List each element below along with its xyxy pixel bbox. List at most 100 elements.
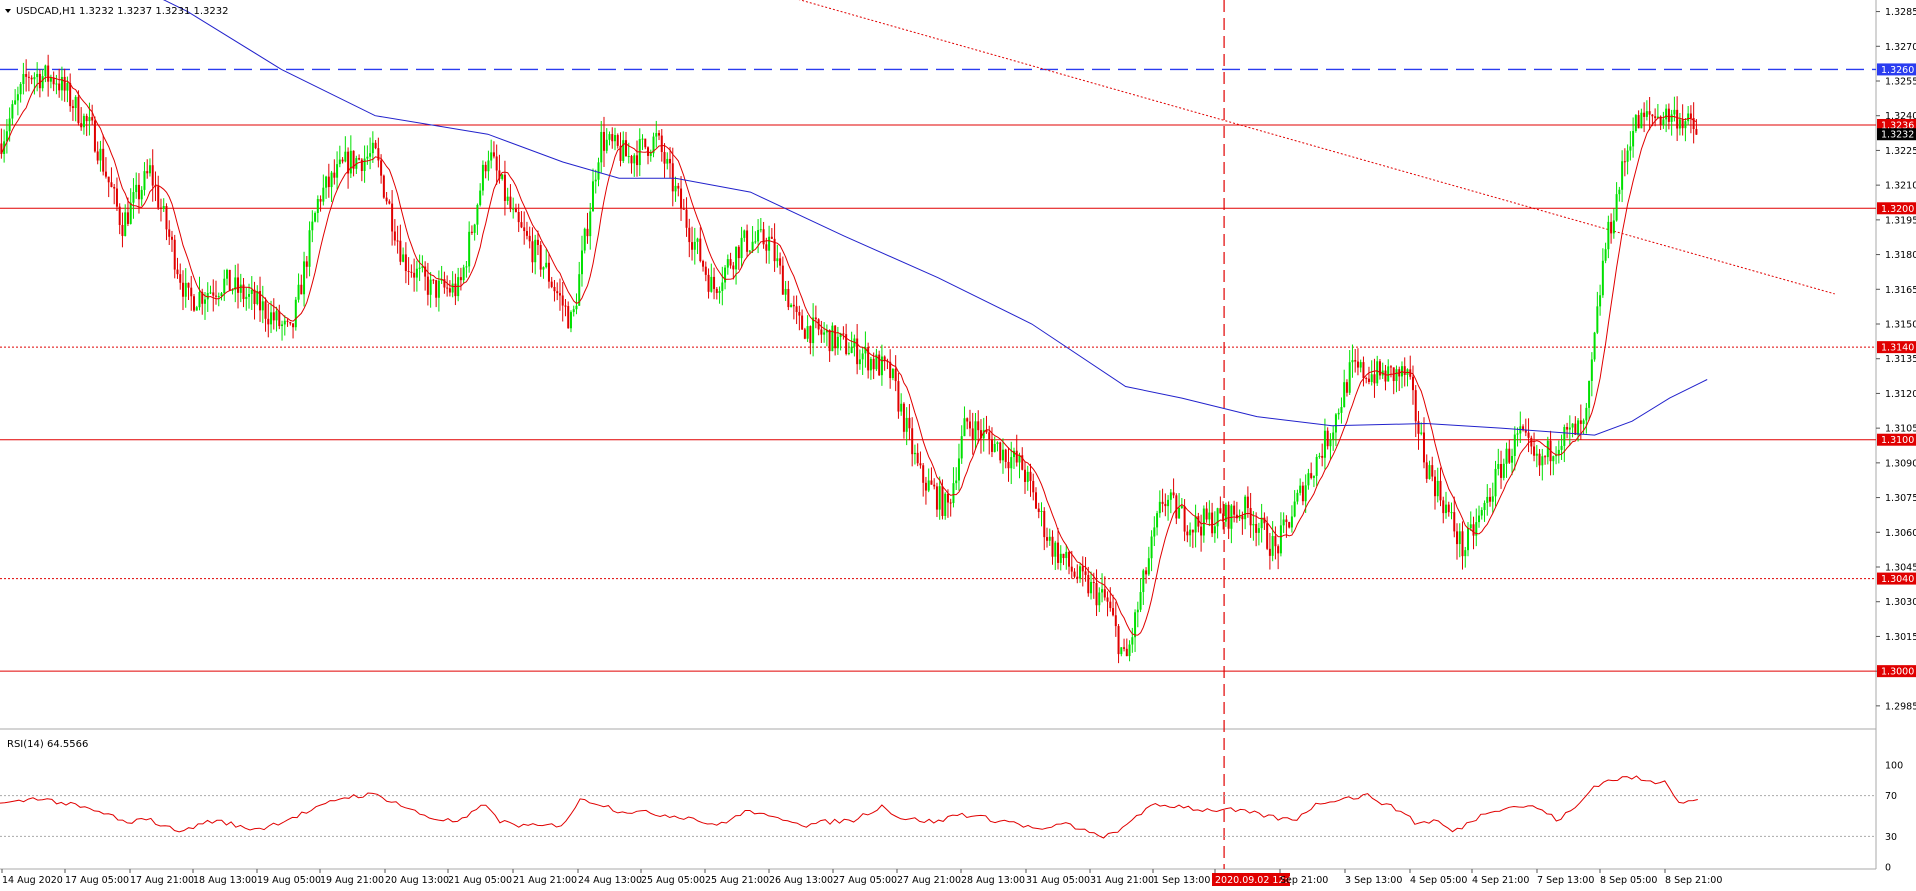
candle-body (889, 361, 892, 379)
candle-body (184, 282, 187, 297)
candle-body (281, 324, 284, 327)
candle-body (1475, 522, 1478, 536)
candle-body (649, 153, 652, 156)
candle-body (636, 155, 639, 166)
candle-body (1021, 455, 1024, 470)
candle-body (413, 272, 416, 278)
candle-body (1508, 448, 1511, 463)
candle-body (856, 338, 859, 365)
candle-body (63, 76, 66, 91)
candle-body (91, 117, 94, 121)
candle-body (801, 315, 804, 330)
candle-body (630, 156, 633, 164)
candle-body (1645, 111, 1648, 117)
symbol-label: USDCAD,H1 (16, 6, 76, 17)
candle-body (223, 278, 226, 294)
candle-body (1054, 542, 1057, 557)
candle-body (1417, 421, 1420, 434)
candle-body (625, 140, 628, 157)
candle-body (1068, 551, 1071, 567)
candle-body (11, 104, 14, 119)
candle-body (443, 279, 446, 288)
candle-body (528, 235, 531, 242)
candle-body (864, 346, 867, 354)
candle-body (0, 143, 3, 154)
candle-body (669, 158, 672, 164)
candle-body (580, 250, 583, 275)
x-tick-label: 8 Sep 21:00 (1665, 875, 1722, 886)
x-tick-label: 31 Aug 21:00 (1090, 875, 1154, 886)
candle-body (1431, 465, 1434, 477)
candle-body (1480, 509, 1483, 516)
candle-body (1197, 516, 1200, 527)
candle-body (979, 430, 982, 439)
candle-body (1356, 361, 1359, 368)
candle-body (1447, 504, 1450, 513)
candle-body (660, 135, 663, 153)
candle-body (1312, 475, 1315, 478)
candle-body (974, 421, 977, 441)
candle-body (1684, 121, 1687, 129)
candle-body (578, 274, 581, 306)
rsi-axis-label: 0 (1885, 863, 1891, 874)
candle-body (16, 94, 19, 101)
candle-body (1191, 529, 1194, 533)
candle-body (1524, 430, 1527, 433)
candle-body (1329, 439, 1332, 447)
candle-body (1667, 108, 1670, 122)
candle-body (514, 208, 517, 213)
candle-body (1634, 115, 1637, 131)
x-tick-label: 19 Aug 21:00 (320, 875, 384, 886)
candle-body (352, 150, 355, 169)
candle-body (941, 486, 944, 516)
candle-body (270, 312, 273, 325)
candle-body (594, 179, 597, 182)
candle-body (1461, 531, 1464, 557)
candle-body (999, 442, 1002, 461)
candle-body (1213, 526, 1216, 534)
candle-body (253, 289, 256, 305)
candle-body (1076, 576, 1079, 579)
price-level-tag-bg (1877, 63, 1916, 76)
candle-body (1428, 465, 1431, 479)
candle-body (272, 312, 275, 321)
x-tick-label: 18 Aug 13:00 (193, 875, 257, 886)
candle-body (399, 240, 402, 262)
ma-fast-line (0, 76, 1697, 636)
candle-body (501, 174, 504, 179)
candle-body (1202, 508, 1205, 536)
x-tick-label: 7 Sep 13:00 (1537, 875, 1594, 886)
candle-body (1186, 531, 1189, 536)
candle-body (908, 417, 911, 429)
candle-body (1604, 249, 1607, 261)
candle-body (316, 199, 319, 214)
candle-body (1073, 571, 1076, 577)
candle-body (743, 230, 746, 238)
chart-menu-triangle-icon[interactable] (5, 9, 11, 13)
candle-body (605, 139, 608, 151)
candle-body (1249, 507, 1252, 526)
candle-body (126, 212, 129, 224)
candle-body (143, 171, 146, 190)
candle-body (1362, 362, 1365, 379)
candle-body (1590, 359, 1593, 381)
candle-body (159, 207, 162, 209)
candle-body (1533, 446, 1536, 456)
candle-body (336, 164, 339, 178)
candle-body (1340, 407, 1343, 413)
candle-body (759, 229, 762, 231)
candle-body (250, 289, 253, 294)
candle-body (1571, 423, 1574, 428)
candle-body (33, 77, 36, 80)
y-tick-label: 1.3195 (1885, 215, 1916, 226)
candle-body (424, 266, 427, 277)
candle-body (1656, 116, 1659, 119)
candle-body (666, 158, 669, 164)
candle-body (1491, 496, 1494, 502)
candle-body (790, 304, 793, 308)
candle-body (1472, 524, 1475, 536)
candle-body (1607, 221, 1610, 250)
candle-body (1618, 189, 1621, 195)
candle-body (1370, 374, 1373, 382)
